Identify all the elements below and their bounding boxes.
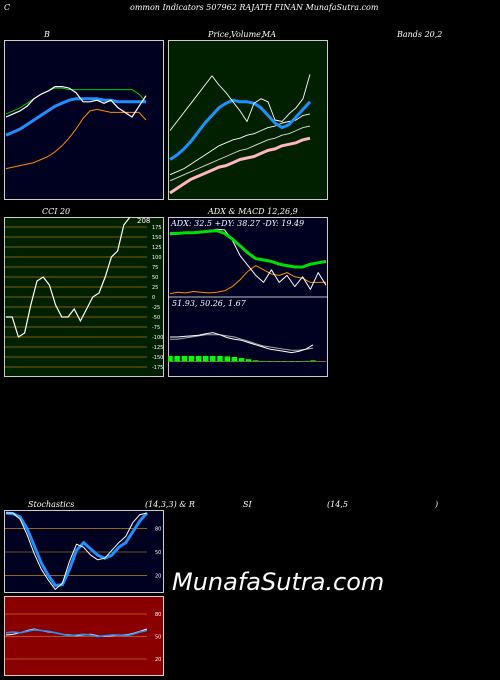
bollinger-panel xyxy=(4,40,164,200)
ma-label: MA xyxy=(262,30,276,39)
cci-last-value-label: 208 xyxy=(137,217,150,225)
macd-readout: 51.93, 50.26, 1.67 xyxy=(172,299,247,308)
rsi-panel: 80 50 20 xyxy=(4,596,164,676)
macd-histogram-bar xyxy=(181,355,188,362)
macd-histogram-bar xyxy=(288,361,295,362)
macd-histogram-bar xyxy=(310,360,316,362)
macd-histogram-bar xyxy=(231,357,238,362)
cci-tick-label: 25 xyxy=(152,285,158,291)
middle-band-line xyxy=(5,97,146,137)
price-line xyxy=(5,85,147,118)
macd-signal-line xyxy=(170,334,314,351)
macd-histogram-bar xyxy=(210,355,216,362)
price-label: Price, xyxy=(208,30,232,39)
macd-histogram-bar xyxy=(224,356,230,362)
macd-line xyxy=(170,332,314,354)
ma-slow-line xyxy=(169,125,311,182)
upper-band-line xyxy=(5,87,147,115)
cci-chart: 175 150 125 100 75 50 25 0 -25 -50 -75 -100 -125 -150… xyxy=(4,217,164,377)
rsi-line xyxy=(5,628,148,638)
stoch-k-line xyxy=(5,511,149,587)
ma-mid-line xyxy=(169,113,311,176)
cci-tick-label: 150 xyxy=(152,235,162,241)
price-ma-panel xyxy=(168,40,328,200)
cci-tick-label: -150 xyxy=(152,355,163,361)
bands-label: Bands 20,2 xyxy=(397,30,443,39)
panel-frame xyxy=(4,596,164,676)
cci-tick-label: 175 xyxy=(152,225,162,231)
stoch-d-line xyxy=(6,512,148,590)
watermark: MunafaSutra.com xyxy=(172,568,385,596)
stoch-chart: 80 50 20 xyxy=(4,510,164,593)
rsi-chart: 80 50 20 xyxy=(4,596,164,676)
rsi-tick-label: 20 xyxy=(155,657,161,663)
cci-tick-label: 125 xyxy=(152,245,162,251)
chart-title: ommon Indicators 507962 RAJATH FINAN Mun… xyxy=(130,3,379,12)
price-ma-chart xyxy=(168,40,328,200)
macd-histogram-bar xyxy=(253,360,259,362)
rsi-params: (14,5 xyxy=(327,500,348,509)
bollinger-title: B xyxy=(44,30,50,39)
adx-readout: ADX: 32.5 +DY: 38.27 -DY: 19.49 xyxy=(170,219,304,228)
stoch-tick-label: 50 xyxy=(155,550,161,556)
macd-histogram-bar xyxy=(296,361,302,362)
cci-tick-label: 100 xyxy=(152,255,162,261)
rsi-tick-label: 80 xyxy=(155,612,161,618)
macd-histogram-bar xyxy=(245,359,252,362)
cci-tick-label: -25 xyxy=(152,305,160,311)
stoch-tick-label: 20 xyxy=(155,573,161,579)
stoch-params: (14,3,3) & R xyxy=(145,500,195,509)
cci-panel: 175 150 125 100 75 50 25 0 -25 -50 -75 -100 -125 -150… xyxy=(4,217,164,377)
macd-histogram-bar xyxy=(188,355,195,362)
rsi-si-label: SI xyxy=(243,500,252,509)
adx-macd-chart: ADX: 32.5 +DY: 38.27 -DY: 19.49 51.93, 50… xyxy=(168,217,328,377)
adx-macd-title: ADX & MACD 12,26,9 xyxy=(208,207,298,216)
volume-label: Volume, xyxy=(231,30,264,39)
cci-tick-label: 50 xyxy=(152,275,158,281)
stoch-panel: 80 50 20 xyxy=(4,510,164,593)
macd-histogram-bar xyxy=(260,360,266,362)
ma-fast-line xyxy=(169,98,312,161)
adx-macd-panel: ADX: 32.5 +DY: 38.27 -DY: 19.49 51.93, 50… xyxy=(168,217,328,377)
macd-histogram-bar xyxy=(217,355,223,362)
cci-title: CCI 20 xyxy=(42,207,71,216)
macd-histogram-bar xyxy=(195,355,202,362)
cci-tick-label: 0 xyxy=(152,295,155,301)
header-c: C xyxy=(4,3,11,12)
stoch-title: Stochastics xyxy=(28,500,75,509)
macd-histogram-bar xyxy=(174,355,180,362)
cci-tick-label: -100 xyxy=(152,335,163,341)
macd-histogram-bar xyxy=(303,360,309,362)
macd-histogram-bar xyxy=(274,361,280,362)
cci-tick-label: 75 xyxy=(152,265,158,271)
rsi-close-paren: ) xyxy=(435,500,439,509)
cci-tick-label: -75 xyxy=(152,325,160,331)
bollinger-chart xyxy=(4,40,164,200)
adx-line xyxy=(170,229,327,269)
price-line xyxy=(169,74,311,131)
ma-long-line xyxy=(169,136,311,195)
cci-tick-label: -50 xyxy=(152,315,160,321)
macd-histogram-bar xyxy=(238,358,245,362)
cci-tick-label: -175 xyxy=(152,365,163,371)
macd-histogram-bar xyxy=(203,355,209,362)
rsi-tick-label: 50 xyxy=(155,635,161,641)
stoch-tick-label: 80 xyxy=(155,527,161,533)
macd-histogram-bar xyxy=(267,361,273,362)
panel-frame xyxy=(4,40,164,200)
macd-histogram-bar xyxy=(281,361,288,362)
cci-tick-label: -125 xyxy=(152,345,163,351)
minus-di-line xyxy=(169,265,326,295)
lower-band-line xyxy=(5,108,147,170)
cci-line xyxy=(6,217,131,338)
macd-histogram-bar xyxy=(168,355,173,362)
